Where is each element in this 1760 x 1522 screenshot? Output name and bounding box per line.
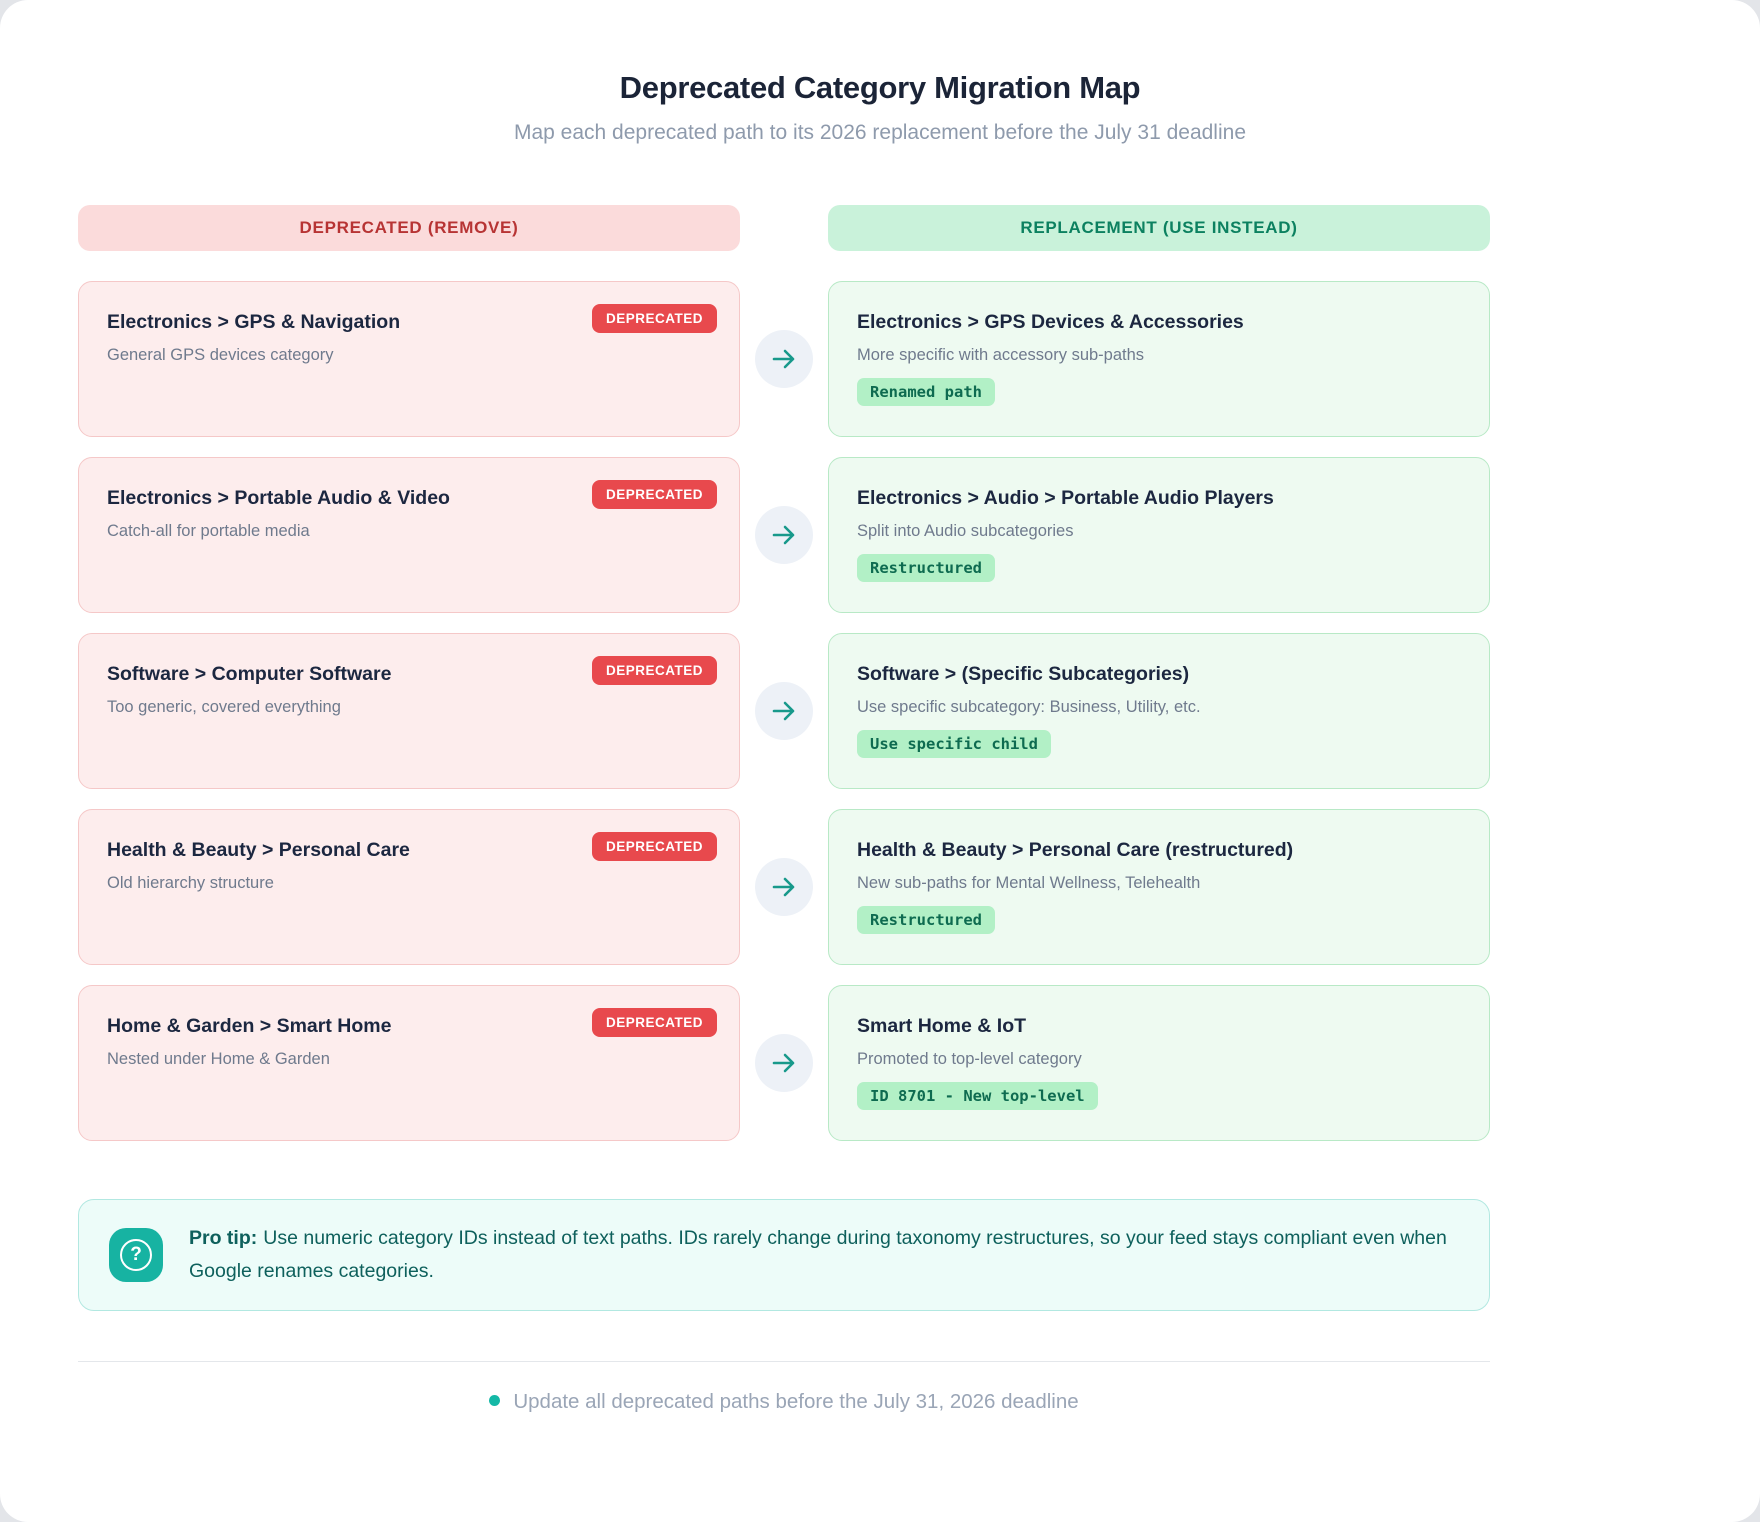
migration-rows: Electronics > GPS & Navigation General G… <box>78 281 1490 1141</box>
migration-row: Health & Beauty > Personal Care Old hier… <box>78 809 1490 965</box>
replacement-tag: ID 8701 - New top-level <box>857 1082 1098 1110</box>
migration-row: Home & Garden > Smart Home Nested under … <box>78 985 1490 1141</box>
deprecated-description: Old hierarchy structure <box>107 874 274 892</box>
arrow-cell <box>740 457 828 613</box>
replacement-path: Electronics > Audio > Portable Audio Pla… <box>857 487 1274 509</box>
replacement-card: Smart Home & IoT Promoted to top-level c… <box>828 985 1490 1141</box>
deprecated-description: Catch-all for portable media <box>107 522 310 540</box>
page-subtitle: Map each deprecated path to its 2026 rep… <box>514 121 1246 144</box>
footer-note-text: Update all deprecated paths before the J… <box>513 1390 1079 1413</box>
replacement-path: Electronics > GPS Devices & Accessories <box>857 311 1244 333</box>
replacement-path: Software > (Specific Subcategories) <box>857 663 1190 685</box>
deprecated-card: Software > Computer Software Too generic… <box>78 633 740 789</box>
pro-tip-body: Use numeric category IDs instead of text… <box>189 1227 1447 1282</box>
replacement-description: Promoted to top-level category <box>857 1050 1082 1068</box>
question-mark-icon: ? <box>109 1228 163 1282</box>
footer-note: Update all deprecated paths before the J… <box>78 1390 1490 1414</box>
deprecated-card: Electronics > Portable Audio & Video Cat… <box>78 457 740 613</box>
header-spacer <box>740 205 828 251</box>
arrow-right-icon <box>755 506 813 564</box>
deprecated-path: Electronics > Portable Audio & Video <box>107 487 450 509</box>
replacement-card: Health & Beauty > Personal Care (restruc… <box>828 809 1490 965</box>
bullet-dot-icon <box>489 1395 501 1406</box>
pro-tip-text: Pro tip: Use numeric category IDs instead… <box>189 1222 1459 1288</box>
replacement-card: Electronics > GPS Devices & Accessories … <box>828 281 1490 437</box>
replacement-description: More specific with accessory sub-paths <box>857 346 1145 364</box>
deprecated-description: General GPS devices category <box>107 346 334 364</box>
migration-row: Electronics > Portable Audio & Video Cat… <box>78 457 1490 613</box>
arrow-right-icon <box>755 682 813 740</box>
replacement-card: Electronics > Audio > Portable Audio Pla… <box>828 457 1490 613</box>
arrow-right-icon <box>755 858 813 916</box>
arrow-right-icon <box>755 330 813 388</box>
replacement-tag: Renamed path <box>857 378 995 406</box>
deprecated-path: Health & Beauty > Personal Care <box>107 839 410 861</box>
deprecated-card: Health & Beauty > Personal Care Old hier… <box>78 809 740 965</box>
replacement-card: Software > (Specific Subcategories) Use … <box>828 633 1490 789</box>
deprecated-badge: DEPRECATED <box>591 1008 717 1037</box>
arrow-cell <box>740 633 828 789</box>
column-headers: DEPRECATED (REMOVE) REPLACEMENT (USE INS… <box>78 205 1490 251</box>
deprecated-badge: DEPRECATED <box>591 480 717 509</box>
deprecated-description: Nested under Home & Garden <box>107 1050 330 1068</box>
deprecated-column-header: DEPRECATED (REMOVE) <box>78 205 740 251</box>
deprecated-card: Electronics > GPS & Navigation General G… <box>78 281 740 437</box>
pro-tip-box: ? Pro tip: Use numeric category IDs inste… <box>78 1199 1490 1311</box>
arrow-cell <box>740 281 828 437</box>
replacement-tag: Restructured <box>857 554 995 582</box>
deprecated-badge: DEPRECATED <box>591 656 717 685</box>
replacement-column-header: REPLACEMENT (USE INSTEAD) <box>828 205 1490 251</box>
arrow-cell <box>740 809 828 965</box>
migration-row: Electronics > GPS & Navigation General G… <box>78 281 1490 437</box>
deprecated-badge: DEPRECATED <box>591 832 717 861</box>
arrow-cell <box>740 985 828 1141</box>
replacement-tag: Use specific child <box>857 730 1051 758</box>
arrow-right-icon <box>755 1034 813 1092</box>
footer-divider <box>78 1361 1490 1362</box>
content-area: DEPRECATED (REMOVE) REPLACEMENT (USE INS… <box>78 205 1490 1414</box>
migration-row: Software > Computer Software Too generic… <box>78 633 1490 789</box>
deprecated-path: Software > Computer Software <box>107 663 392 685</box>
deprecated-card: Home & Garden > Smart Home Nested under … <box>78 985 740 1141</box>
question-mark-glyph: ? <box>120 1239 152 1271</box>
replacement-description: Use specific subcategory: Business, Util… <box>857 698 1201 716</box>
deprecated-path: Home & Garden > Smart Home <box>107 1015 392 1037</box>
replacement-path: Health & Beauty > Personal Care (restruc… <box>857 839 1294 861</box>
replacement-description: New sub-paths for Mental Wellness, Teleh… <box>857 874 1201 892</box>
replacement-path: Smart Home & IoT <box>857 1015 1027 1037</box>
replacement-description: Split into Audio subcategories <box>857 522 1074 540</box>
replacement-tag: Restructured <box>857 906 995 934</box>
page-title: Deprecated Category Migration Map <box>619 70 1141 105</box>
deprecated-path: Electronics > GPS & Navigation <box>107 311 401 333</box>
deprecated-description: Too generic, covered everything <box>107 698 341 716</box>
deprecated-badge: DEPRECATED <box>591 304 717 333</box>
pro-tip-label: Pro tip: <box>189 1227 258 1249</box>
